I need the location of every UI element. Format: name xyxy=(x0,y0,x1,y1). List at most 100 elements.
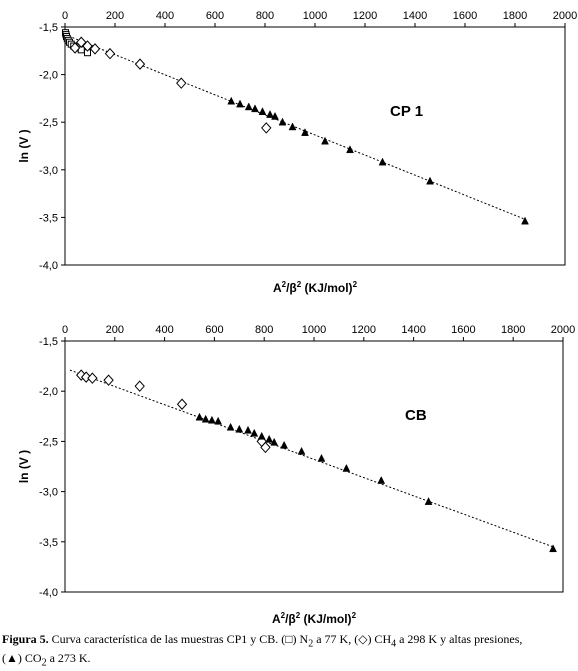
c0-x-tick-label: 600 xyxy=(206,10,224,22)
c0-x-tick-label: 1200 xyxy=(353,10,377,22)
caption-text-3: a 77 K, ( xyxy=(313,632,359,646)
c1-point-triangle xyxy=(377,475,386,484)
c1-x-tick-label: 1000 xyxy=(302,324,326,336)
c1-y-tick-label: -2,0 xyxy=(39,386,58,398)
c1-plot-area xyxy=(64,340,564,593)
c1-point-triangle xyxy=(201,414,210,423)
c0-y-axis-label: ln (V ) xyxy=(17,129,31,162)
c1-x-tick-label: 2000 xyxy=(551,324,575,336)
caption-text-1: Curva característica de las muestras CP1… xyxy=(48,632,286,646)
caption-text-5: a 298 K y altas presiones, xyxy=(396,632,523,646)
c0-point-triangle xyxy=(378,157,387,166)
c1-point-triangle xyxy=(549,544,557,553)
c0-point-triangle xyxy=(288,122,297,131)
c0-point-triangle xyxy=(258,107,267,115)
caption-text-6: ( xyxy=(2,651,6,666)
c1-point-triangle xyxy=(235,424,244,433)
c1-y-tick-label: -2,5 xyxy=(39,436,58,448)
c0-trend-line xyxy=(64,34,526,220)
c0-x-tick-label: 1400 xyxy=(403,10,427,22)
c0-point-triangle xyxy=(346,145,354,154)
c0-point-diamond xyxy=(134,58,146,70)
figure-caption: Figura 5. Curva característica de las mu… xyxy=(2,632,576,671)
c0-point-triangle xyxy=(251,104,259,113)
c1-point-diamond xyxy=(80,371,92,383)
c0-x-tick-label: 1800 xyxy=(503,10,527,22)
c0-x-tick-label: 1000 xyxy=(303,10,327,22)
c1-x-tick-label: 1400 xyxy=(401,324,425,336)
c0-annotation: CP 1 xyxy=(390,103,423,120)
c0-point-triangle xyxy=(266,110,274,118)
c0-y-tick-label: -2,0 xyxy=(39,70,58,82)
c0-point-triangle xyxy=(227,96,236,105)
c1-point-diamond xyxy=(134,380,145,392)
c0-point-diamond xyxy=(89,43,101,55)
c1-point-triangle xyxy=(424,497,433,505)
c0-point-diamond xyxy=(104,47,116,60)
c0-point-triangle xyxy=(301,128,309,136)
c1-point-triangle xyxy=(244,425,252,434)
caption-label: Figura 5. xyxy=(2,632,49,646)
c1-y-tick-label: -3,5 xyxy=(39,537,58,549)
c0-y-tick-label: -4,0 xyxy=(39,260,58,272)
c1-y-tick-label: -4,0 xyxy=(39,587,58,599)
c0-x-tick-label: 0 xyxy=(62,10,68,22)
c0-point-triangle xyxy=(521,216,529,225)
c1-y-tick-label: -1,5 xyxy=(39,336,58,348)
caption-triangle-symbol: ▲ xyxy=(6,651,18,666)
c1-annotation: CB xyxy=(405,407,427,424)
c1-point-triangle xyxy=(226,422,235,431)
c1-point-triangle xyxy=(280,440,289,449)
c1-point-triangle xyxy=(208,415,216,424)
c1-point-triangle xyxy=(214,416,223,425)
c1-x-tick-label: 1600 xyxy=(451,324,475,336)
c1-x-tick-label: 600 xyxy=(205,324,223,336)
c0-x-tick-label: 400 xyxy=(156,10,174,22)
c0-point-diamond xyxy=(69,42,81,54)
caption-diamond-symbol: ◇ xyxy=(358,632,368,646)
c1-point-triangle xyxy=(265,434,274,443)
c1-x-tick-label: 1800 xyxy=(501,324,525,336)
c0-y-tick-label: -3,0 xyxy=(39,165,58,177)
c0-point-triangle xyxy=(236,99,244,108)
c1-x-tick-label: 800 xyxy=(255,324,273,336)
c0-x-tick-label: 800 xyxy=(256,10,274,22)
chart-cp1: 0 200 400 600 800 1000 1200 1400 1600 1800 2000 -1,… xyxy=(17,10,577,295)
c0-point-diamond xyxy=(82,40,93,52)
c1-point-triangle xyxy=(195,412,204,421)
c1-point-diamond xyxy=(87,372,98,384)
c0-point-triangle xyxy=(278,117,287,126)
c0-plot-area xyxy=(64,26,566,266)
c1-point-triangle xyxy=(270,437,279,446)
c1-point-triangle xyxy=(250,428,259,437)
chart-cb: 0 200 400 600 800 1000 1200 1400 1600 1800 2000 -1,… xyxy=(17,324,575,626)
caption-subscript-co2: 2 xyxy=(41,657,47,669)
c0-x-axis-label: A2/β2 (KJ/mol)2 xyxy=(273,280,358,295)
c0-point-triangle xyxy=(244,102,253,111)
caption-text-8: a 273 K. xyxy=(46,651,91,666)
c0-y-tick-label: -2,5 xyxy=(39,117,58,129)
c1-x-axis-label: A2/β2 (KJ/mol)2 xyxy=(272,611,357,626)
c1-point-triangle xyxy=(317,453,326,462)
c1-point-diamond xyxy=(260,441,271,454)
caption-text-7: ) CO xyxy=(17,651,42,666)
caption-subscript-ch4: 4 xyxy=(391,638,397,650)
c0-x-tick-label: 1600 xyxy=(453,10,477,22)
c0-y-tick-label: -3,5 xyxy=(39,212,58,224)
c0-point-triangle xyxy=(271,111,279,120)
c1-y-axis-label: ln (V ) xyxy=(17,450,31,483)
c1-point-triangle xyxy=(297,446,306,455)
c0-point-diamond xyxy=(76,36,87,48)
c0-y-tick-label: -1,5 xyxy=(39,22,58,34)
c1-point-diamond xyxy=(103,374,114,386)
c1-point-triangle xyxy=(342,463,351,472)
caption-text-2: ) N xyxy=(292,632,309,646)
c0-point-diamond xyxy=(176,77,187,89)
caption-subscript-n2: 2 xyxy=(308,638,314,650)
c0-point-triangle xyxy=(321,136,329,145)
c0-point-diamond xyxy=(261,122,272,134)
c0-x-tick-label: 2000 xyxy=(553,10,577,22)
c1-point-triangle xyxy=(257,431,266,440)
caption-text-4: ) CH xyxy=(367,632,392,646)
c1-x-tick-label: 400 xyxy=(155,324,173,336)
